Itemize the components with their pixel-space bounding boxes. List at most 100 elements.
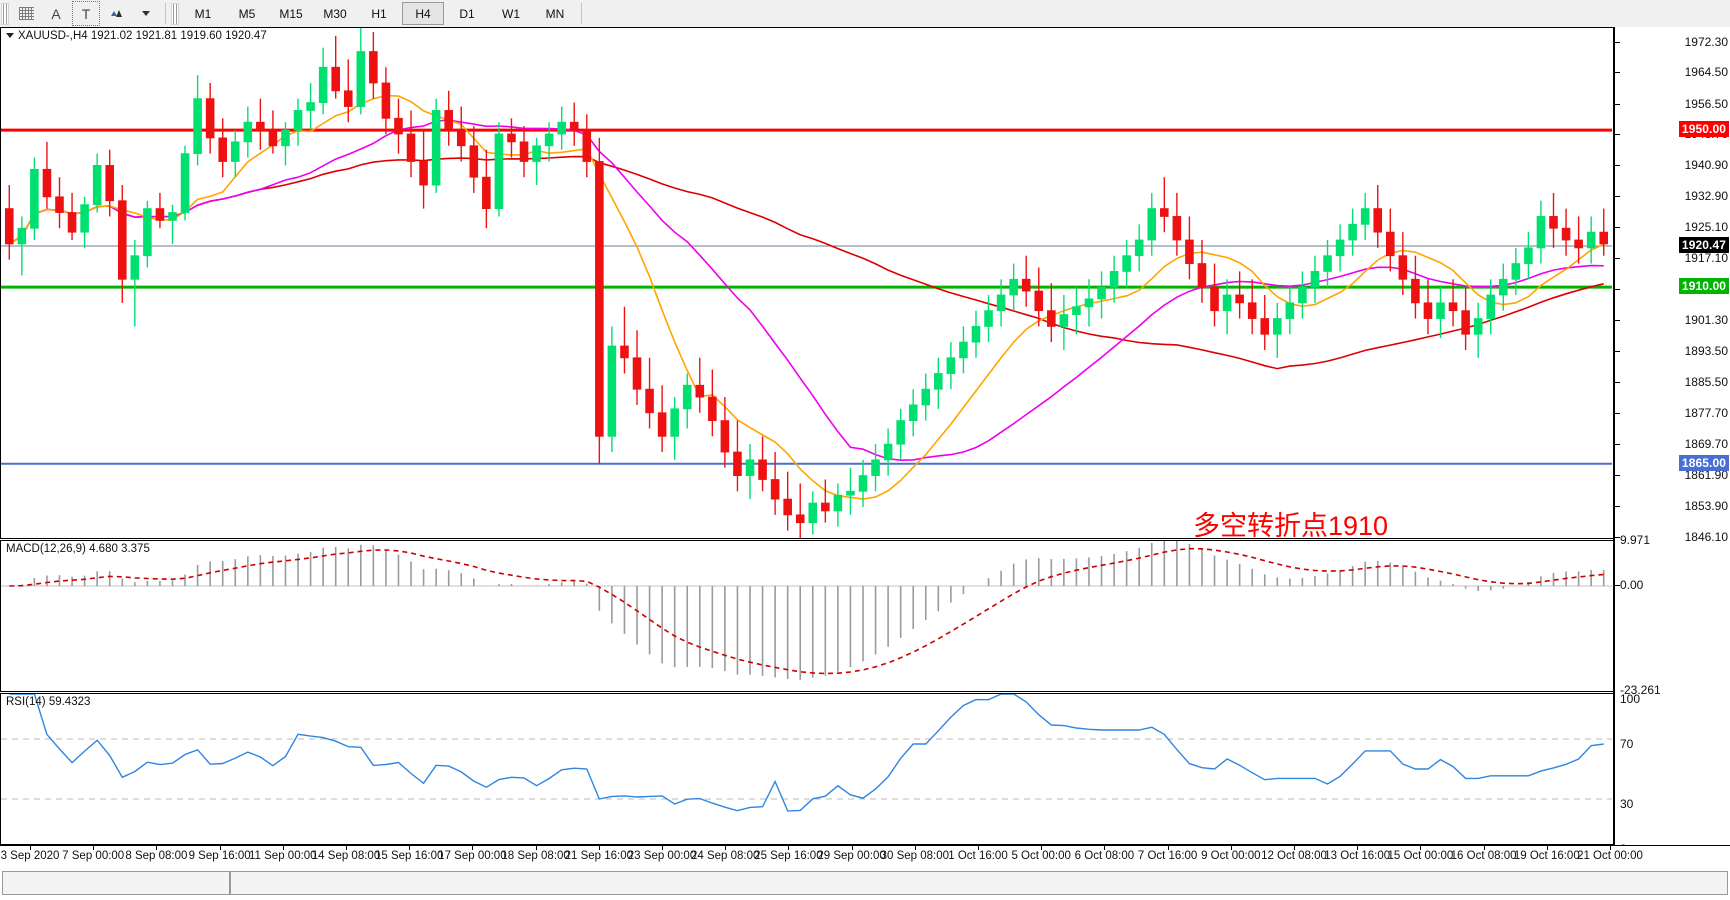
axis-tick	[1615, 474, 1620, 476]
axis-tick	[1615, 164, 1620, 166]
timeframe-d1[interactable]: D1	[459, 6, 475, 21]
toolbar-separator-2	[581, 3, 582, 24]
time-axis-label: 21 Oct 00:00	[1577, 850, 1643, 862]
chevron-down-icon[interactable]	[6, 33, 14, 39]
price-candles-svg	[1, 28, 1612, 538]
price-axis-label: 1893.50	[1684, 343, 1728, 358]
status-box-right[interactable]	[230, 871, 1728, 895]
time-axis-label: 23 Sep 00:00	[627, 850, 697, 862]
time-axis-tick	[30, 846, 31, 850]
price-axis-label: 1940.90	[1684, 157, 1728, 172]
rsi-axis-label: 70	[1620, 737, 1634, 751]
time-axis-label: 12 Oct 08:00	[1261, 850, 1327, 862]
rsi-svg	[1, 694, 1612, 812]
timeframe-mn[interactable]: MN	[545, 6, 565, 21]
time-axis-tick	[1167, 846, 1169, 850]
rsi-axis-label: 30	[1620, 797, 1634, 811]
time-axis-tick	[282, 846, 284, 850]
time-axis-tick	[788, 846, 790, 850]
pivot-level-tag[interactable]: 1910.00	[1678, 278, 1729, 295]
timeframe-m15[interactable]: M15	[279, 6, 303, 21]
time-axis-tick	[851, 846, 853, 850]
price-chart-pane[interactable]: XAUUSD-,H4 1921.02 1921.81 1919.60 1920.…	[0, 27, 1613, 539]
timeframe-m30[interactable]: M30	[323, 6, 347, 21]
timeframe-drag-handle[interactable]	[171, 2, 179, 25]
time-axis-label: 5 Oct 00:00	[1011, 850, 1071, 862]
timeframe-w1[interactable]: W1	[502, 6, 520, 21]
text-label-icon[interactable]: T	[72, 1, 100, 26]
time-axis-tick	[914, 846, 916, 850]
axis-tick	[1615, 226, 1620, 228]
time-axis-tick	[472, 846, 474, 850]
axis-tick	[1615, 537, 1620, 538]
axis-tick	[1615, 585, 1620, 586]
price-axis-label: 1846.10	[1684, 530, 1728, 544]
price-axis-label: 1917.10	[1684, 251, 1728, 266]
macd-axis-label: 0.00	[1620, 578, 1644, 592]
price-axis-label: 1877.70	[1684, 405, 1728, 420]
axis-tick	[1615, 412, 1620, 414]
time-axis-label: 16 Oct 08:00	[1450, 850, 1517, 862]
axis-tick	[1615, 72, 1620, 74]
time-axis-label: 19 Oct 16:00	[1513, 850, 1580, 862]
macd-pane[interactable]: MACD(12,26,9) 4.680 3.375	[0, 540, 1613, 692]
time-axis-label: 25 Sep 16:00	[754, 850, 823, 862]
time-axis-tick	[662, 846, 663, 850]
status-box-left[interactable]	[2, 871, 230, 895]
axis-tick	[1615, 350, 1620, 352]
toolbar-drag-handle[interactable]	[1, 2, 9, 25]
macd-axis-label: -23.261	[1620, 683, 1661, 697]
time-axis-label: 21 Sep 16:00	[564, 850, 634, 862]
timeframe-group: M1 M5 M15 M30 H1 H4 D1 W1 MN	[181, 2, 577, 25]
time-axis-label: 15 Sep 16:00	[374, 850, 444, 862]
time-axis-tick	[1483, 846, 1485, 850]
time-axis-tick	[1294, 846, 1295, 850]
time-axis-tick	[1357, 846, 1359, 850]
price-axis-label: 1972.30	[1684, 34, 1728, 49]
axis-tick	[1615, 196, 1620, 198]
macd-axis-label: 9.971	[1620, 533, 1651, 547]
last-price-tag[interactable]: 1920.47	[1678, 237, 1729, 254]
axis-tick	[1615, 444, 1620, 446]
text-a-icon[interactable]: A	[51, 5, 61, 22]
price-axis-label: 1869.70	[1684, 437, 1728, 452]
symbol-header: XAUUSD-,H4 1921.02 1921.81 1919.60 1920.…	[6, 30, 267, 42]
macd-header: MACD(12,26,9) 4.680 3.375	[6, 543, 150, 555]
timeframe-h1[interactable]: H1	[371, 6, 387, 21]
time-axis-label: 7 Sep 00:00	[62, 850, 125, 862]
time-axis-tick	[598, 846, 600, 850]
toolbar-separator	[165, 3, 166, 24]
dropdown-caret-icon[interactable]	[132, 1, 160, 26]
time-axis-label: 6 Oct 08:00	[1074, 850, 1135, 862]
timeframe-h4[interactable]: H4	[402, 2, 444, 25]
time-axis-label: 3 Sep 2020	[0, 850, 60, 862]
objects-icon[interactable]	[102, 1, 130, 26]
time-axis-tick	[1420, 846, 1422, 850]
support-level-tag[interactable]: 1865.00	[1678, 454, 1729, 471]
axis-tick	[1615, 382, 1620, 384]
grid-icon[interactable]	[12, 1, 40, 26]
value-axis[interactable]: 1972.301964.501956.501948.701940.901932.…	[1613, 27, 1730, 856]
status-bar	[0, 867, 1730, 900]
time-axis-label: 29 Sep 00:00	[817, 850, 886, 862]
time-axis-tick	[1104, 846, 1106, 850]
axis-tick	[1615, 258, 1620, 260]
price-axis-label: 1956.50	[1684, 96, 1728, 111]
time-axis-tick	[535, 846, 537, 850]
price-axis-label: 1932.90	[1684, 189, 1728, 204]
axis-tick	[1615, 506, 1620, 508]
time-axis-label: 8 Sep 08:00	[125, 850, 188, 862]
time-axis-tick	[1546, 846, 1548, 850]
time-axis[interactable]: 3 Sep 2020 7 Sep 00:00 8 Sep 08:00 9 Sep 16…	[0, 845, 1730, 867]
time-axis-label: 30 Sep 08:00	[880, 850, 950, 862]
rsi-pane[interactable]: RSI(14) 59.4323	[0, 693, 1613, 845]
time-axis-tick	[725, 846, 727, 850]
time-axis-label: 14 Sep 08:00	[311, 850, 381, 862]
timeframe-m1[interactable]: M1	[194, 6, 212, 21]
resistance-level-tag[interactable]: 1950.00	[1678, 121, 1729, 138]
time-axis-label: 9 Oct 00:00	[1201, 850, 1261, 862]
timeframe-m5[interactable]: M5	[238, 6, 256, 21]
axis-tick	[1615, 134, 1620, 136]
time-axis-tick	[1230, 846, 1232, 850]
time-axis-tick	[93, 846, 95, 850]
